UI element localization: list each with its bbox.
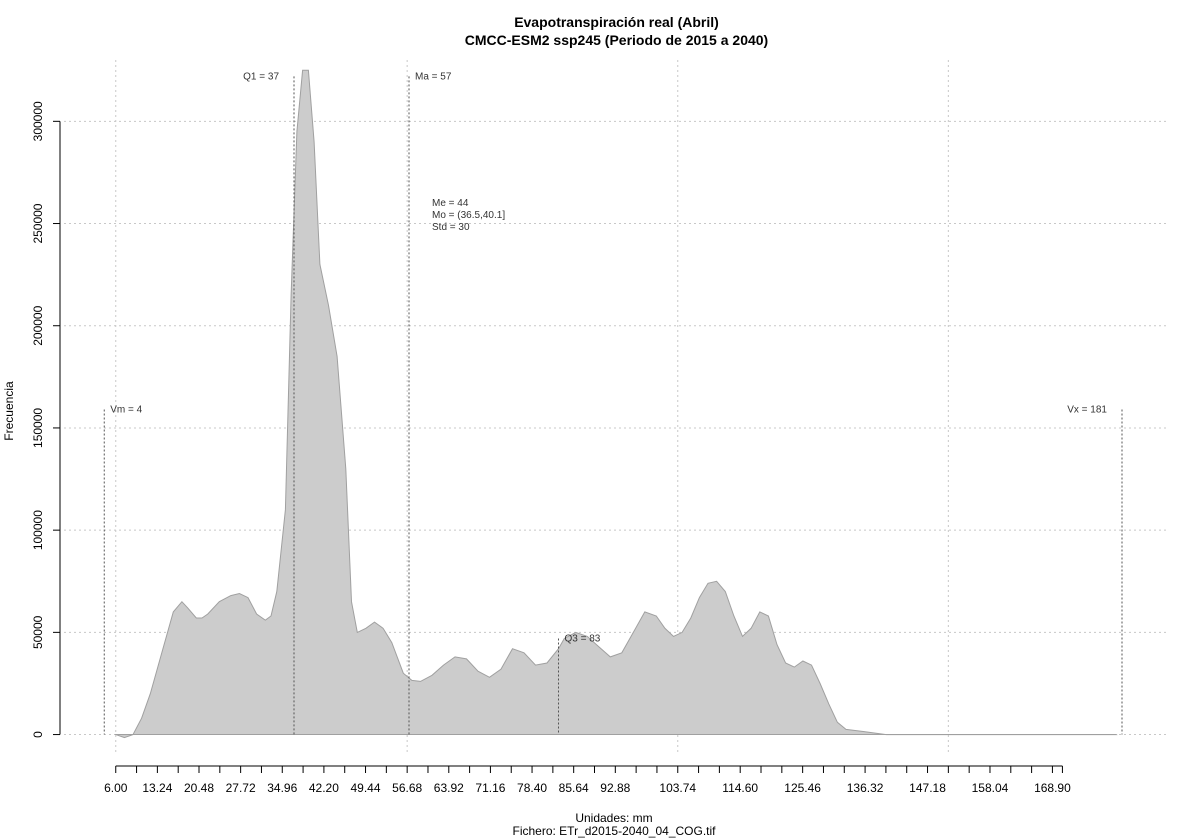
annotation-label: Q3 = 83 xyxy=(565,633,601,644)
stats-mode: Mo = (36.5,40.1] xyxy=(432,210,505,221)
file-caption: Fichero: ETr_d2015-2040_04_COG.tif xyxy=(513,824,717,838)
x-tick-label: 136.32 xyxy=(847,781,884,795)
annotation-label: Q1 = 37 xyxy=(243,71,279,82)
y-axis: 0 50000 100000 150000 200000 250000 300000 xyxy=(31,101,61,738)
x-tick-label: 13.24 xyxy=(142,781,172,795)
y-tick-label: 0 xyxy=(31,731,45,738)
chart-title: Evapotranspiración real (Abril) xyxy=(514,14,719,30)
x-tick-label: 71.16 xyxy=(475,781,505,795)
x-tick-label: 6.00 xyxy=(104,781,128,795)
x-tick-label: 147.18 xyxy=(909,781,946,795)
y-axis-label: Frecuencia xyxy=(2,381,16,441)
stats-std: Std = 30 xyxy=(432,222,470,233)
x-axis: 6.00 13.24 20.48 27.72 34.96 42.20 49.44 56.68 6… xyxy=(104,765,1071,795)
y-tick-label: 250000 xyxy=(31,203,45,243)
x-tick-label: 85.64 xyxy=(559,781,589,795)
annotation-label: Ma = 57 xyxy=(415,71,452,82)
x-tick-label: 27.72 xyxy=(226,781,256,795)
x-axis-label: Unidades: mm xyxy=(575,811,652,825)
x-tick-label: 42.20 xyxy=(309,781,339,795)
x-tick-label: 158.04 xyxy=(972,781,1009,795)
density-area xyxy=(114,69,1118,739)
annotation-label: Vx = 181 xyxy=(1067,405,1107,416)
stats-median: Me = 44 xyxy=(432,198,469,209)
x-tick-label: 114.60 xyxy=(722,781,758,795)
annotation-label: Vm = 4 xyxy=(110,405,142,416)
y-tick-label: 300000 xyxy=(31,101,45,141)
x-tick-label: 63.92 xyxy=(434,781,464,795)
x-tick-label: 56.68 xyxy=(392,781,422,795)
x-tick-label: 125.46 xyxy=(784,781,821,795)
x-tick-label: 34.96 xyxy=(267,781,297,795)
x-tick-label: 92.88 xyxy=(600,781,630,795)
annotation-lines: Q1 = 37 Ma = 57 Vm = 4 Vx = 181 Q3 = 83 xyxy=(103,71,1123,735)
x-tick-label: 20.48 xyxy=(184,781,214,795)
stats-block: Me = 44 Mo = (36.5,40.1] Std = 30 xyxy=(432,198,505,233)
x-tick-label: 168.90 xyxy=(1034,781,1071,795)
y-tick-label: 150000 xyxy=(31,408,45,448)
y-tick-label: 200000 xyxy=(31,305,45,345)
x-tick-label: 49.44 xyxy=(351,781,381,795)
x-tick-label: 78.40 xyxy=(517,781,547,795)
chart-subtitle: CMCC-ESM2 ssp245 (Periodo de 2015 a 2040… xyxy=(464,32,769,48)
y-tick-label: 100000 xyxy=(31,510,45,550)
x-tick-label: 103.74 xyxy=(659,781,696,795)
y-tick-label: 50000 xyxy=(31,615,45,649)
